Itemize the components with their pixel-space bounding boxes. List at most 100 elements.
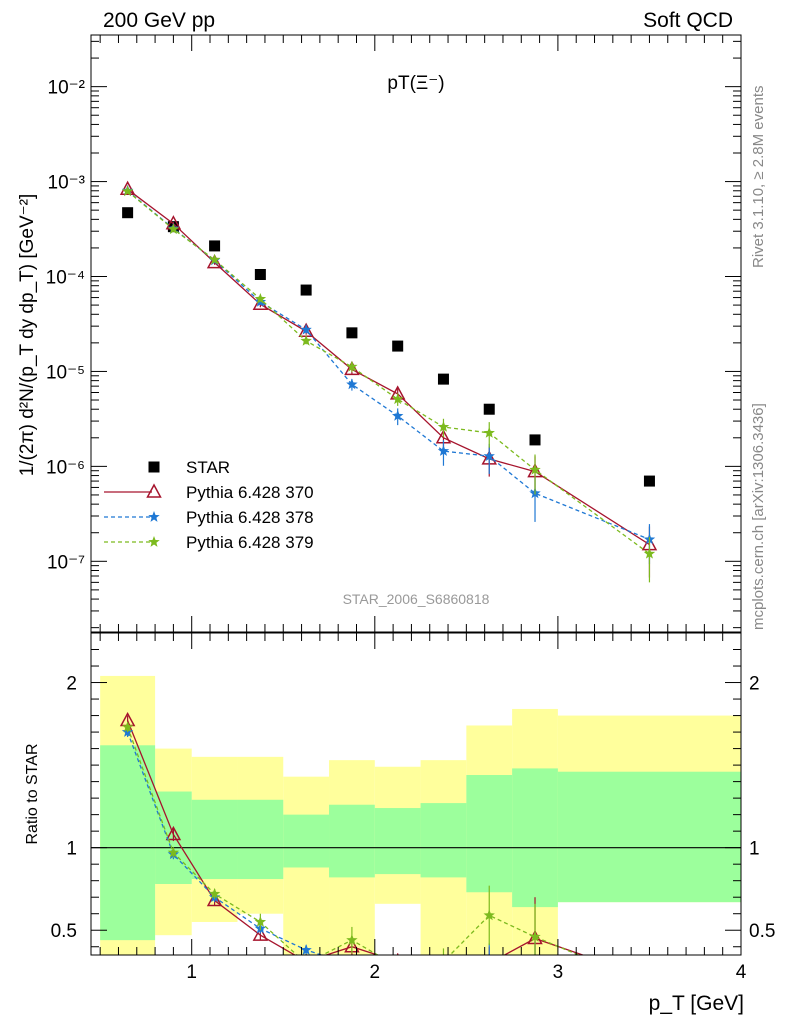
- legend-label-pythia-6-428-378: Pythia 6.428 378: [186, 508, 314, 527]
- x-tick-label: 3: [553, 962, 564, 983]
- pythia-6-428-379-point: [208, 253, 221, 265]
- pythia-6-428-378-ratio-point: [529, 961, 540, 972]
- ratio-y-tick-label-right: 0.5: [749, 921, 775, 942]
- pythia-6-428-379-point: [392, 393, 404, 405]
- star-point: [643, 475, 655, 487]
- pythia-6-428-379-point: [121, 185, 134, 197]
- legend-label-pythia-6-428-370: Pythia 6.428 370: [186, 483, 314, 502]
- pythia-6-428-370-ratio-point: [643, 971, 656, 983]
- ratio-plot-frame: [90, 632, 742, 956]
- ratio-y-tick-label-right: 2: [749, 674, 760, 695]
- x-tick-label: 4: [736, 962, 747, 983]
- pythia-6-428-378-point: [346, 378, 358, 390]
- ratio-plot: 0.5 0.5 1 1 2 2 1 2 3 4 Ratio to STAR: [24, 632, 775, 990]
- pythia-6-428-370-ratio-point: [165, 825, 182, 841]
- pythia-6-428-379-ratio-point: [300, 957, 311, 968]
- pythia-6-428-378-point: [392, 409, 404, 421]
- pythia-6-428-370-ratio-point: [489, 954, 490, 955]
- pythia-6-428-378-point: [300, 323, 312, 335]
- header-left-label: 200 GeV pp: [103, 9, 215, 32]
- pythia-6-428-379-ratio-point: [529, 930, 541, 942]
- pythia-6-428-379-line: [127, 190, 650, 555]
- y-tick-label: 10⁻⁷: [47, 552, 85, 573]
- main-plot-frame: [90, 34, 742, 633]
- main-plot-y-axis-label: 1/(2π) d²N/(p_T dy dp_T) [GeV⁻²]: [17, 194, 38, 477]
- mcplots-label: mcplots.cern.ch [arXiv:1306.3436]: [750, 403, 767, 630]
- pythia-6-428-378-ratio-point: [644, 967, 656, 978]
- pythia-6-428-370-point: [206, 254, 223, 269]
- pythia-6-428-379-point: [167, 223, 180, 235]
- pythia-6-428-378-ratio-line: [126, 731, 324, 955]
- stat-band: [466, 775, 513, 893]
- pythia-6-428-379-ratio-point: [121, 721, 134, 732]
- y-tick-label: 10⁻⁵: [46, 362, 85, 383]
- legend-label-star: STAR: [186, 458, 230, 477]
- star-point: [254, 268, 266, 280]
- pythia-6-428-378-ratio-point: [392, 975, 403, 986]
- star-point: [300, 284, 312, 296]
- main-plot-data: [119, 180, 658, 583]
- ratio-y-tick-label: 1: [66, 839, 77, 860]
- stat-band: [512, 768, 558, 908]
- pythia-6-428-378-point: [483, 450, 495, 461]
- legend-marker: [148, 511, 160, 522]
- y-tick-label: 10⁻³: [48, 173, 86, 194]
- x-tick-label: 1: [186, 962, 197, 983]
- pythia-6-428-370-point: [119, 180, 136, 196]
- legend-marker: [148, 536, 160, 547]
- main-plot: 10⁻⁷ 10⁻⁶ 10⁻⁵ 10⁻⁴ 10⁻³ 10⁻² pT(Ξ⁻) STAR_200…: [17, 34, 742, 633]
- main-plot-axes: 10⁻⁷ 10⁻⁶ 10⁻⁵ 10⁻⁴ 10⁻³ 10⁻²: [46, 35, 742, 632]
- ratio-y-tick-label: 2: [66, 674, 77, 695]
- stat-band: [283, 814, 330, 868]
- stat-band: [100, 745, 156, 941]
- y-tick-label: 10⁻⁶: [46, 457, 85, 478]
- star-point: [346, 327, 358, 339]
- pythia-6-428-379-ratio-point: [346, 934, 358, 945]
- y-tick-label: 10⁻⁴: [46, 268, 85, 289]
- pythia-6-428-379-ratio-point: [438, 956, 449, 967]
- analysis-watermark: STAR_2006_S6860818: [343, 591, 490, 607]
- header-right-label: Soft QCD: [643, 9, 733, 32]
- pythia-6-428-370-ratio-point: [252, 926, 269, 941]
- legend: STAR Pythia 6.428 370 Pythia 6.428 378 Pyth…: [104, 458, 314, 552]
- stat-band: [329, 804, 375, 878]
- y-tick-label: 10⁻²: [48, 78, 86, 99]
- pythia-6-428-379-point: [300, 334, 312, 346]
- stat-band: [420, 803, 467, 878]
- rivet-version-label: Rivet 3.1.10, ≥ 2.8M events: [750, 86, 767, 269]
- x-axis-label: p_T [GeV]: [649, 992, 744, 1015]
- pythia-6-428-370-ratio-point: [396, 953, 399, 955]
- ratio-plot-axes: 0.5 0.5 1 1 2 2 1 2 3 4: [51, 633, 775, 983]
- pythia-6-428-370-ratio-point: [206, 891, 223, 907]
- legend-label-pythia-6-428-379: Pythia 6.428 379: [186, 533, 314, 552]
- pythia-6-428-379-ratio-point: [167, 846, 180, 858]
- pythia-6-428-378-ratio-point: [488, 954, 490, 955]
- pythia-6-428-379-point: [529, 463, 541, 475]
- pythia-6-428-370-ratio-point: [437, 966, 450, 978]
- stat-band: [374, 808, 421, 875]
- pythia-6-428-379-ratio-point: [254, 916, 267, 927]
- star-point: [392, 340, 404, 352]
- pythia-6-428-379-ratio-point: [208, 887, 221, 899]
- pythia-6-428-379-point: [643, 547, 656, 559]
- pythia-6-428-379-point: [483, 426, 495, 438]
- main-plot-title: pT(Ξ⁻): [387, 73, 444, 94]
- star-point: [209, 240, 221, 252]
- stat-band: [237, 799, 284, 880]
- ratio-y-tick-label-right: 1: [749, 839, 760, 860]
- legend-marker: [146, 483, 162, 498]
- pythia-6-428-379-point: [437, 421, 450, 432]
- pythia-6-428-370-ratio-point: [305, 953, 308, 955]
- star-point: [529, 434, 541, 446]
- ratio-plot-data: [91, 675, 741, 990]
- pythia-6-428-379-ratio-point: [644, 979, 656, 990]
- star-point: [437, 373, 449, 385]
- stat-band: [557, 771, 741, 903]
- pythia-6-428-379-point: [346, 360, 358, 372]
- pythia-6-428-379-point: [254, 293, 267, 304]
- ratio-y-tick-label: 0.5: [51, 921, 77, 942]
- star-point: [122, 207, 134, 219]
- pythia-6-428-378-point: [437, 445, 450, 456]
- pythia-6-428-379-ratio-point: [392, 961, 403, 972]
